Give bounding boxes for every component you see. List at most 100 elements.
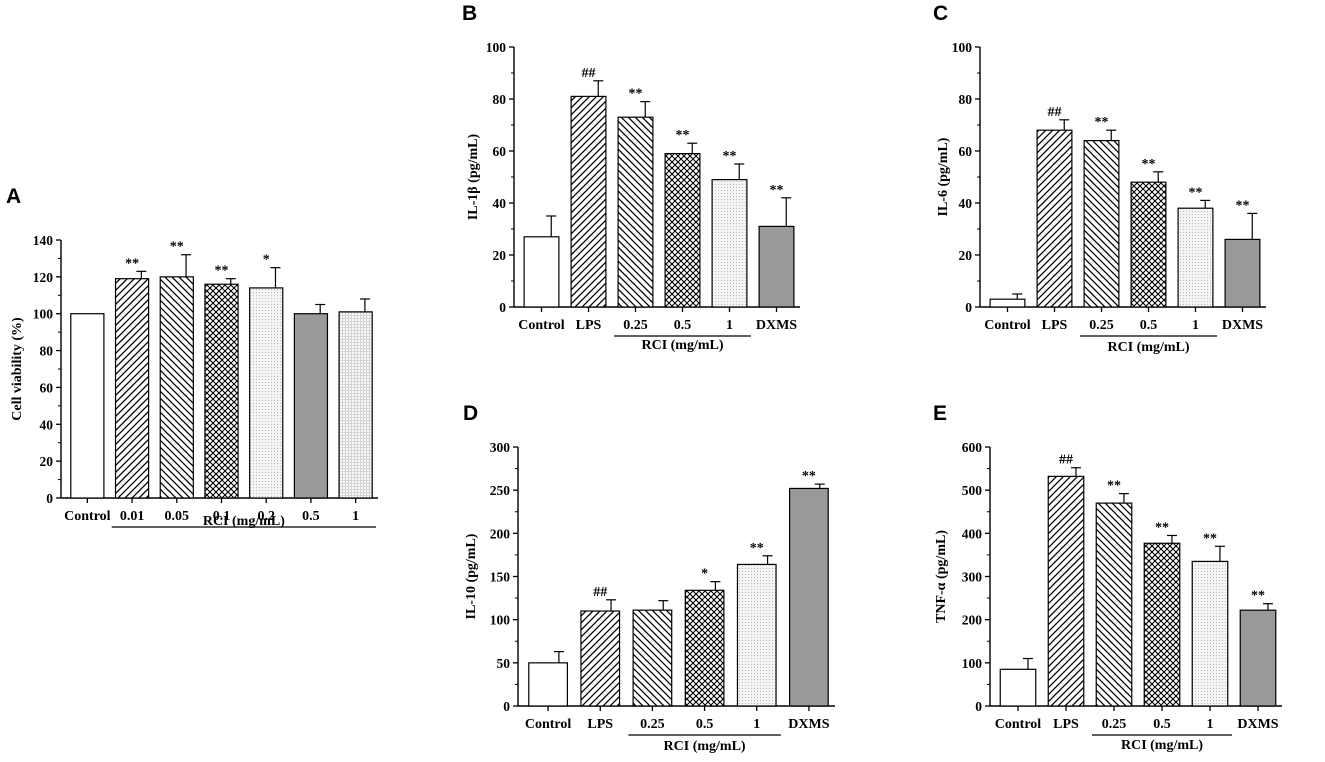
significance-label: ** xyxy=(802,469,816,484)
bar xyxy=(1191,560,1229,707)
y-axis-title: IL-10 (pg/mL) xyxy=(464,533,479,619)
x-tick-label: 0.2 xyxy=(257,509,275,524)
bar xyxy=(1036,129,1073,308)
y-tick-label: 60 xyxy=(40,380,54,395)
panel-d: D 0 50 100 150 200 250 300 IL-10 (pg/mL) Control #… xyxy=(463,402,835,754)
bar xyxy=(580,610,621,707)
x-tick-label: Control xyxy=(64,509,111,524)
x-tick-label: 1 xyxy=(753,717,760,732)
bar xyxy=(1143,542,1181,707)
bar xyxy=(711,179,748,308)
significance-label: ** xyxy=(770,183,784,198)
x-tick-label: Control xyxy=(525,717,572,732)
significance-label: ** xyxy=(1251,589,1265,604)
x-tick-label: LPS xyxy=(1042,318,1068,333)
x-tick-label: 0.5 xyxy=(674,318,692,333)
x-tick-label: LPS xyxy=(1053,717,1079,732)
bar xyxy=(338,311,373,499)
x-tick-label: DXMS xyxy=(756,318,797,333)
y-tick-label: 500 xyxy=(962,483,983,498)
bar xyxy=(1083,140,1120,308)
y-tick-label: 200 xyxy=(962,613,983,628)
significance-label: ** xyxy=(170,240,184,255)
bar xyxy=(1224,238,1261,308)
y-tick-label: 0 xyxy=(503,699,510,714)
y-tick-label: 100 xyxy=(962,656,983,671)
y-axis-title: IL-1β (pg/mL) xyxy=(466,134,481,221)
bar xyxy=(159,276,194,499)
x-tick-label: DXMS xyxy=(1222,318,1263,333)
x-tick-label: 0.25 xyxy=(1089,318,1114,333)
x-tick-label: 1 xyxy=(1207,717,1214,732)
y-tick-label: 50 xyxy=(497,656,511,671)
significance-label: ** xyxy=(750,541,764,556)
bar xyxy=(617,116,654,308)
y-tick-label: 0 xyxy=(975,699,982,714)
bar xyxy=(684,589,725,707)
group-label: RCI (mg/mL) xyxy=(641,338,723,353)
group-label: RCI (mg/mL) xyxy=(1121,738,1203,753)
x-tick-label: 0.1 xyxy=(213,509,231,524)
bar xyxy=(570,95,607,308)
y-tick-label: 0 xyxy=(965,300,972,315)
panel-letter: A xyxy=(6,185,21,208)
bar xyxy=(989,298,1026,308)
bar xyxy=(1095,502,1133,707)
bar xyxy=(204,283,239,499)
y-tick-label: 100 xyxy=(952,40,973,55)
panel-letter: E xyxy=(933,402,947,425)
bar xyxy=(523,236,560,308)
x-tick-label: 0.25 xyxy=(1102,717,1127,732)
significance-label: ** xyxy=(215,264,229,279)
x-tick-label: Control xyxy=(995,717,1042,732)
y-tick-label: 0 xyxy=(46,491,53,506)
group-label: RCI (mg/mL) xyxy=(664,739,746,754)
significance-label: ## xyxy=(582,66,596,81)
bar xyxy=(758,225,795,308)
x-tick-label: Control xyxy=(984,318,1031,333)
y-tick-label: 100 xyxy=(33,307,54,322)
y-tick-label: 250 xyxy=(490,483,511,498)
group-label: RCI (mg/mL) xyxy=(203,514,285,529)
y-tick-label: 40 xyxy=(493,196,507,211)
y-tick-label: 60 xyxy=(493,144,507,159)
y-axis-title: IL-6 (pg/mL) xyxy=(936,137,951,216)
significance-label: * xyxy=(263,253,270,268)
y-tick-label: 40 xyxy=(40,417,54,432)
bar xyxy=(114,278,150,499)
group-label: RCI (mg/mL) xyxy=(1107,340,1189,355)
significance-label: ** xyxy=(1107,479,1121,494)
y-axis-title: TNF-α (pg/mL) xyxy=(934,530,949,623)
y-tick-label: 300 xyxy=(962,570,983,585)
y-tick-label: 0 xyxy=(499,300,506,315)
x-tick-label: 0.5 xyxy=(302,509,320,524)
bar xyxy=(1239,609,1277,707)
y-tick-label: 80 xyxy=(493,92,507,107)
significance-label: ## xyxy=(1048,105,1062,120)
y-tick-label: 200 xyxy=(490,526,511,541)
significance-label: ** xyxy=(1203,531,1217,546)
y-tick-label: 100 xyxy=(490,613,511,628)
significance-label: ## xyxy=(1059,453,1073,468)
significance-label: ** xyxy=(1142,157,1156,172)
bar xyxy=(1047,475,1085,707)
panel-letter: B xyxy=(462,2,477,25)
panel-letter: D xyxy=(463,402,478,425)
x-tick-label: 0.05 xyxy=(165,509,190,524)
panel-a: A 0 20 40 60 80 100 120 140 Cell viability (%) Con… xyxy=(6,185,378,529)
x-tick-label: DXMS xyxy=(788,717,829,732)
y-tick-label: 80 xyxy=(40,344,54,359)
y-axis-title: Cell viability (%) xyxy=(10,317,25,421)
x-tick-label: 1 xyxy=(726,318,733,333)
panel-e: E 0 100 200 300 400 500 600 TNF-α (pg/mL) Control… xyxy=(933,402,1282,753)
x-tick-label: 1 xyxy=(352,509,359,524)
bar xyxy=(632,609,673,707)
bar xyxy=(293,313,329,499)
x-tick-label: Control xyxy=(518,318,565,333)
x-tick-label: 0.25 xyxy=(623,318,648,333)
significance-label: * xyxy=(701,567,708,582)
x-tick-label: 0.5 xyxy=(1153,717,1171,732)
x-tick-label: 0.01 xyxy=(120,509,145,524)
significance-label: ** xyxy=(1189,185,1203,200)
